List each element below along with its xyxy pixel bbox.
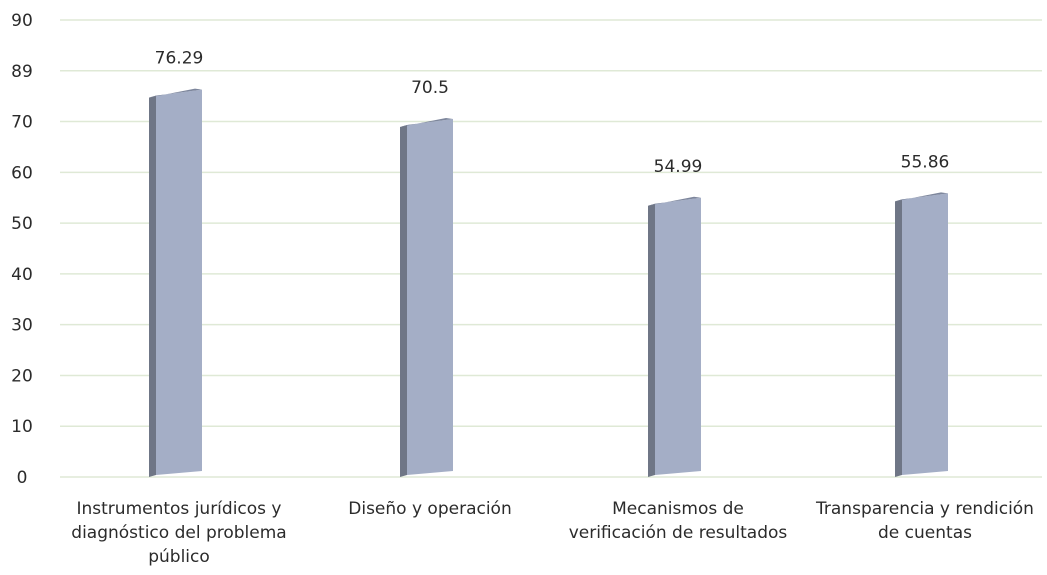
x-tick-label-line: diagnóstico del problema (71, 523, 286, 543)
y-tick-label: 50 (11, 214, 33, 234)
bar-side-face (149, 95, 156, 477)
x-tick-label-line: Diseño y operación (348, 499, 511, 519)
data-label: 54.99 (654, 157, 703, 177)
y-tick-label: 60 (11, 163, 33, 183)
gridlines (60, 19, 1042, 478)
y-tick-label: 40 (11, 265, 33, 285)
y-tick-label: 30 (11, 316, 33, 336)
bar-top-face (895, 192, 948, 202)
bar-front-face (156, 89, 202, 475)
data-label: 70.5 (411, 78, 449, 98)
bars (149, 88, 948, 478)
bar (895, 192, 948, 477)
data-label: 76.29 (155, 49, 204, 69)
bar (400, 118, 453, 478)
x-tick-label: Transparencia y rendición de cuentas (815, 499, 1034, 543)
data-label: 55.86 (901, 152, 950, 172)
bar-front-face (902, 193, 948, 475)
bar-front-face (407, 119, 453, 476)
y-tick-label: 90 (11, 11, 33, 31)
bar (648, 196, 701, 477)
x-tick-label-line: Mecanismos de (612, 499, 744, 519)
x-axis-tick-labels: Instrumentos jurídicos y diagnóstico del … (71, 499, 1034, 567)
y-tick-label: 0 (17, 468, 28, 488)
x-tick-label-line: público (148, 547, 210, 567)
bar-front-face (655, 197, 701, 475)
bar-top-face (648, 196, 701, 206)
y-tick-label: 10 (11, 417, 33, 437)
bar-side-face (648, 203, 655, 477)
x-tick-label-line: Instrumentos jurídicos y (77, 499, 282, 519)
y-tick-label: 89 (11, 62, 33, 82)
bar-top-face (149, 88, 202, 98)
x-tick-label: Diseño y operación (348, 499, 511, 519)
bar-side-face (400, 125, 407, 478)
bar (149, 88, 202, 477)
x-tick-label: Instrumentos jurídicos y diagnóstico del … (71, 499, 286, 567)
x-tick-label: Mecanismos de verificación de resultados (569, 499, 788, 543)
bar-side-face (895, 199, 902, 477)
y-tick-label: 70 (11, 113, 33, 133)
y-axis-tick-labels: 0 10 20 30 40 50 60 70 89 90 (11, 11, 33, 488)
bar-top-face (400, 118, 453, 128)
x-tick-label-line: de cuentas (878, 523, 972, 543)
x-tick-label-line: verificación de resultados (569, 523, 788, 543)
y-tick-label: 20 (11, 366, 33, 386)
data-labels: 76.29 70.5 54.99 55.86 (155, 49, 950, 177)
x-tick-label-line: Transparencia y rendición (815, 499, 1034, 519)
